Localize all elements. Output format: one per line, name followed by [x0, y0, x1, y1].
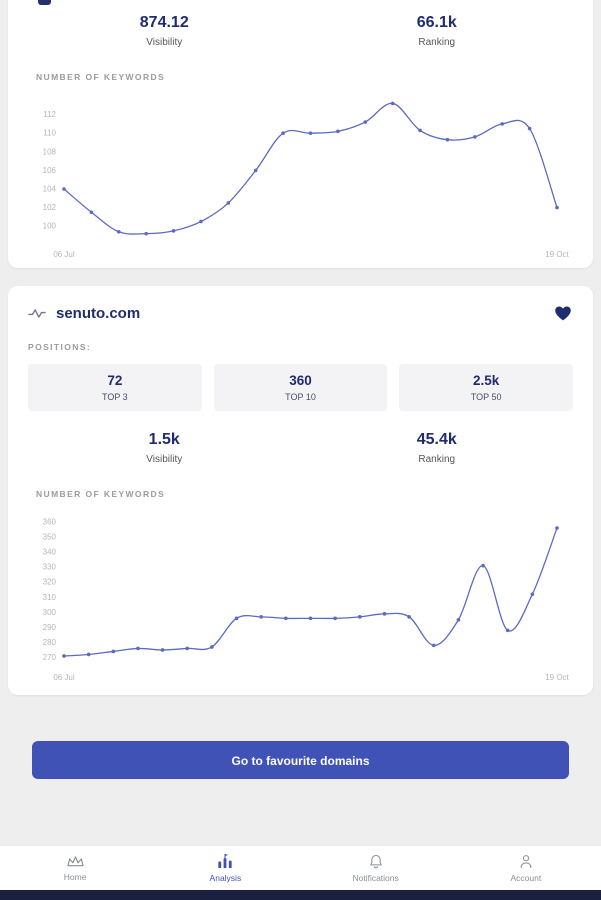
stats-row: 1.5k Visibility 45.4k Ranking: [28, 431, 573, 465]
svg-text:300: 300: [43, 608, 57, 617]
ranking-label: Ranking: [418, 454, 456, 465]
svg-text:19 Oct: 19 Oct: [545, 250, 569, 259]
nav-label-home: Home: [63, 872, 87, 882]
nav-item-analysis[interactable]: Analysis: [150, 846, 300, 890]
top10-value: 360: [289, 373, 312, 388]
svg-text:104: 104: [43, 184, 57, 193]
ranking-value: 66.1k: [416, 14, 457, 31]
svg-text:360: 360: [43, 518, 57, 527]
domain-title: senuto.com: [56, 304, 141, 322]
analysis-chart-icon: [215, 853, 235, 870]
clipped-content-artifact: [38, 0, 51, 5]
top50-label: TOP 50: [470, 392, 502, 402]
top10-box: 360 TOP 10: [213, 364, 388, 411]
top10-label: TOP 10: [285, 392, 316, 402]
visibility-value: 1.5k: [148, 431, 180, 448]
ranking-value: 45.4k: [416, 431, 457, 448]
user-icon: [517, 853, 535, 870]
svg-text:330: 330: [43, 563, 57, 572]
positions-boxes: 72 TOP 3 360 TOP 10 2.5k TOP 50: [28, 364, 574, 411]
top3-label: TOP 3: [101, 392, 128, 402]
svg-text:108: 108: [43, 147, 57, 156]
go-to-favourite-domains-button[interactable]: Go to favourite domains: [32, 741, 569, 779]
svg-text:100: 100: [43, 222, 57, 231]
svg-text:280: 280: [43, 638, 57, 647]
keywords-chart-top: 100 102 104 106 108 110 112 06 Jul 19 Oct: [28, 86, 573, 262]
svg-text:340: 340: [43, 548, 57, 557]
nav-label-account: Account: [510, 873, 542, 883]
bottom-navigation: Home Analysis Notifications: [0, 845, 601, 890]
top3-box: 72 TOP 3: [28, 364, 202, 411]
system-gesture-bar: [0, 890, 601, 900]
stats-row: 874.12 Visibility 66.1k Ranking: [28, 14, 573, 48]
svg-text:350: 350: [43, 533, 57, 542]
top50-value: 2.5k: [473, 373, 500, 388]
keywords-chart-senuto: 270 280 290 300 310 320 330 340 350 360 06 Jul 19 O…: [28, 503, 573, 685]
svg-text:270: 270: [43, 653, 57, 662]
svg-text:102: 102: [43, 203, 57, 212]
keywords-section-label: NUMBER OF KEYWORDS: [36, 489, 166, 499]
nav-label-notifications: Notifications: [352, 873, 399, 883]
positions-label: POSITIONS:: [28, 342, 92, 352]
favourite-heart-icon[interactable]: [553, 304, 573, 322]
visibility-value: 874.12: [139, 14, 189, 31]
nav-item-notifications[interactable]: Notifications: [301, 846, 451, 890]
svg-text:06 Jul: 06 Jul: [53, 673, 75, 682]
domain-card-top: 874.12 Visibility 66.1k Ranking NUMBER O…: [8, 0, 593, 268]
visibility-label: Visibility: [146, 37, 183, 48]
ranking-label: Ranking: [418, 37, 456, 48]
ranking-stat: 66.1k Ranking: [301, 14, 574, 48]
pulse-chart-icon: [28, 306, 46, 321]
nav-item-account[interactable]: Account: [451, 846, 601, 890]
visibility-label: Visibility: [146, 454, 183, 465]
svg-text:06 Jul: 06 Jul: [53, 250, 75, 259]
bell-icon: [367, 853, 385, 870]
svg-text:112: 112: [43, 110, 56, 119]
domain-header: senuto.com: [28, 304, 573, 322]
svg-text:290: 290: [43, 623, 57, 632]
svg-text:106: 106: [43, 166, 57, 175]
top3-value: 72: [107, 373, 123, 388]
keywords-section-label: NUMBER OF KEYWORDS: [36, 72, 166, 82]
svg-text:320: 320: [43, 578, 57, 587]
nav-label-analysis: Analysis: [209, 873, 242, 883]
nav-item-home[interactable]: Home: [0, 846, 150, 890]
visibility-stat: 1.5k Visibility: [28, 431, 301, 465]
top50-box: 2.5k TOP 50: [399, 364, 574, 411]
svg-text:110: 110: [43, 129, 56, 138]
domain-card-senuto: senuto.com POSITIONS: 72 TOP 3 360 TOP 1…: [8, 286, 593, 695]
visibility-stat: 874.12 Visibility: [28, 14, 301, 48]
svg-text:19 Oct: 19 Oct: [545, 673, 569, 682]
svg-text:310: 310: [43, 593, 57, 602]
ranking-stat: 45.4k Ranking: [301, 431, 574, 465]
home-icon: [65, 854, 86, 869]
